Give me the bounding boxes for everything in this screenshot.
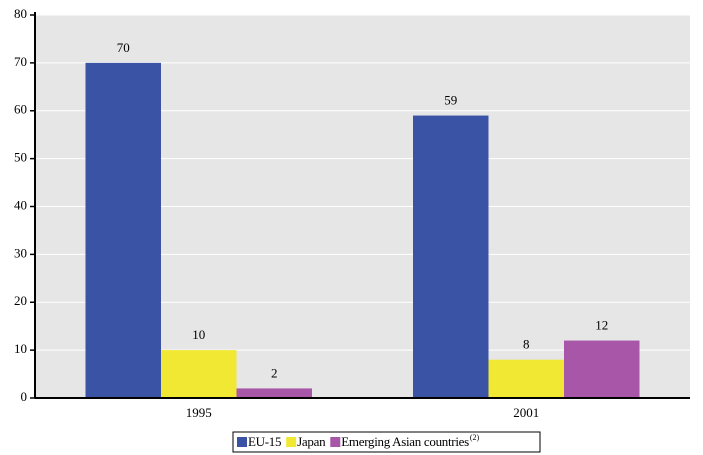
y-tick-label: 10 — [14, 341, 27, 356]
y-tick-label: 80 — [14, 6, 27, 21]
x-tick-label: 2001 — [513, 405, 539, 420]
legend-swatch — [330, 437, 341, 447]
value-label: 59 — [444, 93, 457, 108]
y-tick-label: 60 — [14, 102, 27, 117]
legend-label: EU-15 — [248, 434, 281, 449]
y-tick-label: 70 — [14, 54, 27, 69]
bar — [236, 388, 312, 398]
y-tick-label: 0 — [21, 389, 28, 404]
value-label: 70 — [117, 40, 130, 55]
bar — [564, 340, 640, 398]
legend-note: (2) — [470, 433, 480, 442]
bars: 1995 70 10 2 2001 59 8 12 — [85, 40, 640, 420]
value-label: 2 — [271, 365, 278, 380]
value-label: 12 — [595, 318, 608, 333]
y-tick-label: 40 — [14, 197, 27, 212]
x-tick-label: 1995 — [186, 405, 212, 420]
legend-swatch — [237, 437, 247, 447]
value-label: 8 — [523, 337, 530, 352]
y-tick-label: 30 — [14, 245, 27, 260]
y-tick-label: 20 — [14, 293, 27, 308]
legend: EU-15 Japan Emerging Asian countries (2) — [237, 433, 480, 449]
legend-swatch — [286, 437, 297, 447]
legend-label: Emerging Asian countries — [341, 434, 469, 449]
bar — [413, 115, 489, 398]
legend-label: Japan — [297, 434, 326, 449]
y-tick-label: 50 — [14, 150, 27, 165]
value-label: 10 — [192, 327, 205, 342]
legend-box — [232, 431, 541, 453]
bar — [85, 62, 161, 398]
bar — [488, 359, 564, 398]
bar — [161, 350, 237, 398]
